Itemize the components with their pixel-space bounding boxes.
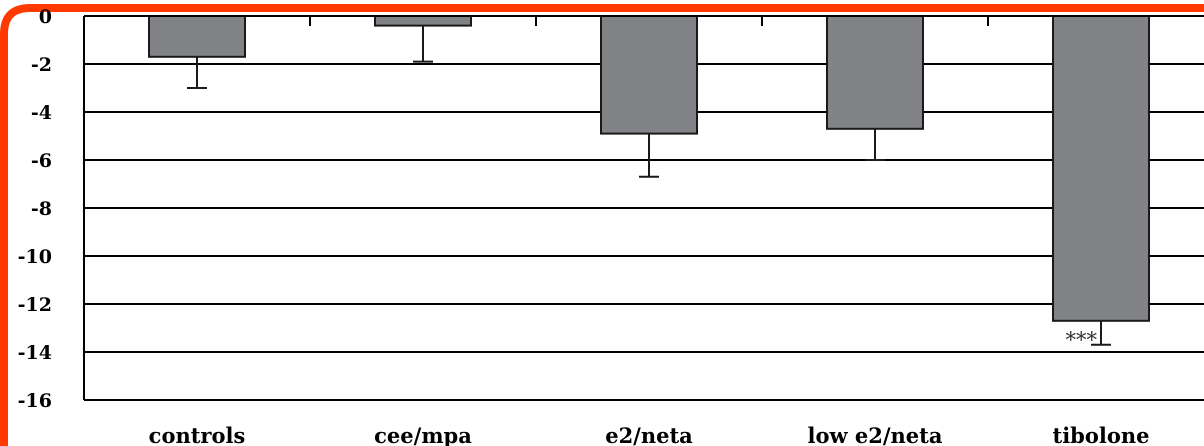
bars (148, 15, 1150, 346)
y-tick-label-5: -10 (18, 246, 52, 268)
y-tick-label-6: -12 (18, 294, 52, 316)
y-tick-label-3: -6 (31, 150, 52, 172)
y-tick-label-8: -16 (18, 390, 52, 412)
frame-border (0, 4, 1204, 446)
x-tick-label-3: low e2/neta (808, 423, 943, 446)
y-tick-label-4: -8 (31, 198, 52, 220)
bar-low-e2-neta (826, 15, 924, 130)
x-tick-label-4: tibolone (1053, 423, 1150, 446)
y-tick-label-1: -2 (31, 54, 52, 76)
chart-frame (0, 4, 1204, 446)
y-tick-labels: 0 -2 -4 -6 -8 -10 -12 -14 -16 (18, 6, 52, 412)
bar-cee-mpa (374, 15, 472, 27)
x-tick-label-0: controls (149, 423, 246, 446)
bar-tibolone (1052, 15, 1150, 322)
x-tick-label-1: cee/mpa (374, 423, 472, 446)
y-tick-label-0: 0 (39, 6, 52, 28)
significance-annotation-0: *** (1066, 328, 1098, 352)
annotations: *** (1066, 328, 1098, 352)
x-tick-labels: controls cee/mpa e2/neta low e2/neta tibolon… (149, 423, 1150, 446)
x-tick-label-2: e2/neta (605, 423, 693, 446)
y-tick-label-2: -4 (31, 102, 52, 124)
y-tick-label-7: -14 (18, 342, 52, 364)
axes (83, 15, 1204, 400)
bar-e2-neta (600, 15, 698, 135)
bar-controls (148, 15, 246, 58)
